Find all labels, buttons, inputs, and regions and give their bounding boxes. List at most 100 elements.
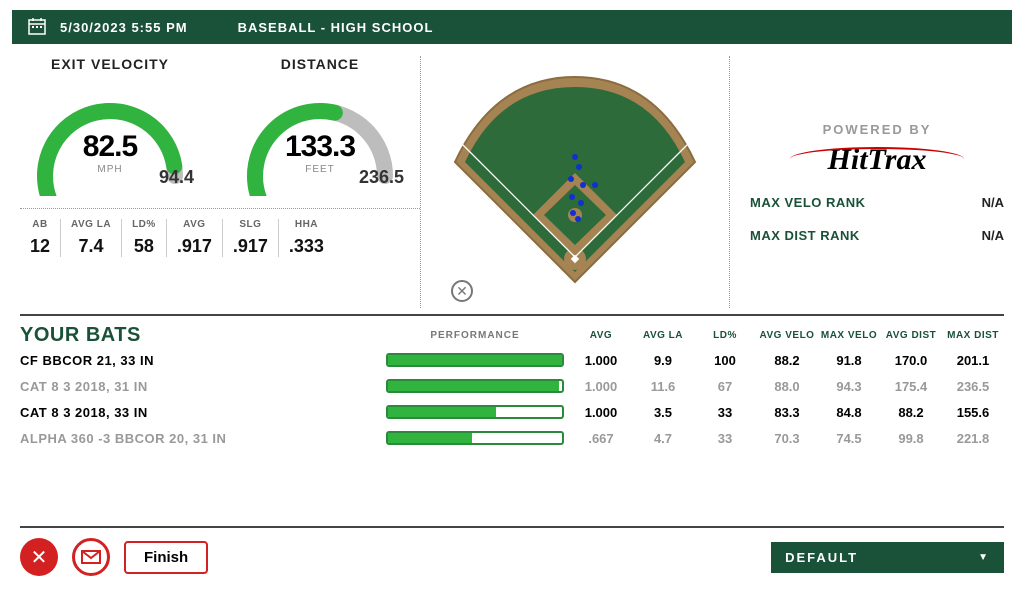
- brand-column: POWERED BY HitTrax MAX VELO RANK N/A MAX D…: [730, 56, 1004, 308]
- gauge-title: DISTANCE: [230, 56, 410, 72]
- bat-value: 1.000: [570, 379, 632, 394]
- stat-label: AVG LA: [71, 219, 111, 230]
- bat-value: 88.2: [756, 353, 818, 368]
- stat-label: LD%: [132, 219, 156, 230]
- bat-column-header: AVG DIST: [880, 330, 942, 341]
- finish-button[interactable]: Finish: [124, 541, 208, 574]
- stat-value: 12: [30, 236, 50, 257]
- default-dropdown[interactable]: DEFAULT ▼: [771, 542, 1004, 573]
- stat-value: 58: [132, 236, 156, 257]
- stat-cell: SLG.917: [223, 219, 279, 257]
- header-bar: 5/30/2023 5:55 PM BASEBALL - HIGH SCHOOL: [12, 10, 1012, 44]
- bat-value: 1.000: [570, 405, 632, 420]
- stat-value: .333: [289, 236, 324, 257]
- bat-column-header: MAX VELO: [818, 330, 880, 341]
- footer-bar: ✕ Finish DEFAULT ▼: [20, 526, 1004, 576]
- bats-title: YOUR BATS: [20, 324, 380, 347]
- bat-value: 94.3: [818, 379, 880, 394]
- header-datetime: 5/30/2023 5:55 PM: [60, 20, 188, 35]
- stat-cell: HHA .333: [279, 219, 334, 257]
- stat-label: HHA: [289, 219, 324, 230]
- exit-velocity-value: 82.5: [20, 130, 200, 164]
- bat-value: 33: [694, 431, 756, 446]
- bat-name: CAT 8 3 2018, 31 IN: [20, 379, 380, 394]
- bat-value: 175.4: [880, 379, 942, 394]
- close-button[interactable]: ✕: [20, 538, 58, 576]
- bat-name: ALPHA 360 -3 BBCOR 20, 31 IN: [20, 431, 380, 446]
- stat-label: AVG: [177, 219, 212, 230]
- section-divider: [20, 314, 1004, 316]
- stat-label: SLG: [233, 219, 268, 230]
- bat-row[interactable]: CAT 8 3 2018, 31 IN 1.00011.66788.094.317…: [20, 373, 1004, 399]
- exit-velocity-max: 94.4: [159, 167, 194, 188]
- rank-label: MAX VELO RANK: [750, 195, 866, 210]
- stat-value: 7.4: [71, 236, 111, 257]
- bat-value: 236.5: [942, 379, 1004, 394]
- stat-label: AB: [30, 219, 50, 230]
- bat-value: 84.8: [818, 405, 880, 420]
- field-diagram: ✕: [420, 56, 730, 308]
- bat-column-header: AVG VELO: [756, 330, 818, 341]
- field-close-icon[interactable]: ✕: [451, 280, 473, 302]
- rank-row: MAX DIST RANKN/A: [750, 228, 1004, 243]
- distance-value: 133.3: [230, 130, 410, 164]
- bat-value: 1.000: [570, 353, 632, 368]
- bat-column-header: AVG LA: [632, 330, 694, 341]
- bat-value: 201.1: [942, 353, 1004, 368]
- gauges-column: EXIT VELOCITY 82.5 MPH 94.4 DISTANCE: [20, 56, 420, 308]
- bat-value: 4.7: [632, 431, 694, 446]
- rank-row: MAX VELO RANK N/A: [750, 195, 1004, 210]
- distance-max: 236.5: [359, 167, 404, 188]
- baseball-field: [445, 67, 705, 297]
- ranks-list: MAX VELO RANK N/A MAX DIST RANKN/A: [750, 177, 1004, 243]
- dropdown-label: DEFAULT: [785, 550, 858, 565]
- email-button[interactable]: [72, 538, 110, 576]
- bat-value: 33: [694, 405, 756, 420]
- bat-name: CAT 8 3 2018, 33 IN: [20, 405, 380, 420]
- stat-value: .917: [177, 236, 212, 257]
- bat-value: 100: [694, 353, 756, 368]
- bat-value: 3.5: [632, 405, 694, 420]
- bat-value: 221.8: [942, 431, 1004, 446]
- gauge-exit-velocity: EXIT VELOCITY 82.5 MPH 94.4: [20, 56, 200, 196]
- performance-bar: [380, 405, 570, 419]
- bat-column-header: MAX DIST: [942, 330, 1004, 341]
- bats-section: YOUR BATS PERFORMANCE AVGAVG LALD%AVG VE…: [0, 324, 1024, 451]
- performance-bar: [380, 431, 570, 445]
- stat-cell: AVG .917: [167, 219, 223, 257]
- bat-value: 155.6: [942, 405, 1004, 420]
- bat-row[interactable]: CAT 8 3 2018, 33 IN1.0003.53383.384.888.…: [20, 399, 1004, 425]
- header-category: BASEBALL - HIGH SCHOOL: [238, 20, 434, 35]
- bat-row[interactable]: CF BBCOR 21, 33 IN 1.0009.910088.291.8170…: [20, 347, 1004, 373]
- bat-value: .667: [570, 431, 632, 446]
- bat-value: 11.6: [632, 379, 694, 394]
- stat-cell: LD% 58: [122, 219, 167, 257]
- bat-value: 74.5: [818, 431, 880, 446]
- performance-bar: [380, 379, 570, 393]
- chevron-down-icon: ▼: [978, 552, 990, 563]
- calendar-icon: [28, 17, 46, 38]
- bat-value: 67: [694, 379, 756, 394]
- main-area: EXIT VELOCITY 82.5 MPH 94.4 DISTANCE: [0, 44, 1024, 308]
- powered-by-label: POWERED BY: [750, 122, 1004, 137]
- bat-value: 83.3: [756, 405, 818, 420]
- stat-cell: AVG LA 7.4: [61, 219, 122, 257]
- bat-row[interactable]: ALPHA 360 -3 BBCOR 20, 31 IN .6674.73370.…: [20, 425, 1004, 451]
- gauge-title: EXIT VELOCITY: [20, 56, 200, 72]
- bat-value: 9.9: [632, 353, 694, 368]
- stat-cell: AB 12: [20, 219, 61, 257]
- bat-value: 91.8: [818, 353, 880, 368]
- stats-row: AB 12 AVG LA 7.4 LD% 58 AVG .917 SLG.917 HHA .333: [20, 208, 420, 257]
- bat-column-header: AVG: [570, 330, 632, 341]
- gauge-distance: DISTANCE 133.3 FEET 236.5: [230, 56, 410, 196]
- bats-header: YOUR BATS PERFORMANCE AVGAVG LALD%AVG VE…: [20, 324, 1004, 347]
- bats-rows: CF BBCOR 21, 33 IN1.0009.910088.291.8170…: [20, 347, 1004, 451]
- bat-value: 170.0: [880, 353, 942, 368]
- performance-header: PERFORMANCE: [380, 330, 570, 341]
- bat-value: 70.3: [756, 431, 818, 446]
- bat-column-header: LD%: [694, 330, 756, 341]
- hittrax-logo: HitTrax: [750, 143, 1004, 177]
- bat-name: CF BBCOR 21, 33 IN: [20, 353, 380, 368]
- rank-value: N/A: [982, 195, 1004, 210]
- bat-value: 88.0: [756, 379, 818, 394]
